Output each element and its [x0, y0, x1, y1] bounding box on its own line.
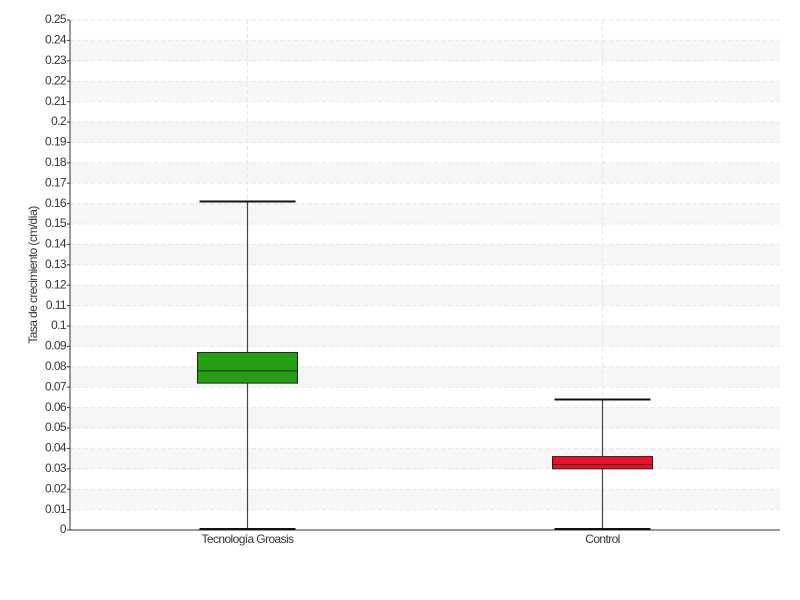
y-tick-label: 0.06 [45, 400, 67, 414]
y-tick-label: 0.09 [45, 339, 67, 353]
box [197, 352, 298, 384]
y-tick-label: 0.25 [45, 12, 67, 26]
y-tick-label: 0 [60, 522, 67, 536]
grid-band [70, 489, 780, 510]
y-tick-label: 0.08 [45, 359, 67, 373]
y-tick-label: 0.04 [45, 441, 67, 455]
y-tick-label: 0.02 [45, 481, 67, 495]
y-tick-label: 0.22 [45, 73, 67, 87]
y-tick-label: 0.18 [45, 155, 67, 169]
y-tick-label: 0.15 [45, 216, 67, 230]
grid-band [70, 81, 780, 102]
x-tick-label: Control [585, 532, 619, 546]
y-tick-label: 0.24 [45, 33, 67, 47]
y-tick-label: 0.2 [51, 114, 67, 128]
y-tick-label: 0.19 [45, 135, 67, 149]
y-tick-label: 0.1 [51, 318, 67, 332]
y-tick-label: 0.05 [45, 420, 67, 434]
grid-band [70, 244, 780, 265]
y-axis-label: Tasa de crecimiento (cm/día) [26, 206, 40, 344]
y-tick-label: 0.13 [45, 257, 67, 271]
grid-band [70, 366, 780, 388]
y-tick-label: 0.17 [45, 175, 67, 189]
y-tick-label: 0.21 [45, 94, 67, 108]
grid-band [70, 203, 780, 224]
box [552, 456, 653, 470]
y-tick-label: 0.01 [45, 502, 67, 516]
y-tick-label: 0.07 [45, 379, 67, 393]
y-tick-label: 0.12 [45, 277, 67, 291]
x-tick-label: Tecnología Groasis [202, 532, 295, 546]
y-tick-label: 0.03 [45, 461, 67, 475]
y-tick-label: 0.11 [46, 298, 67, 312]
grid-band [70, 285, 780, 306]
grid-band [70, 407, 780, 428]
y-tick-label: 0.14 [45, 237, 67, 251]
grid-band [70, 326, 780, 347]
grid-band [70, 122, 780, 143]
y-tick-label: 0.23 [45, 53, 67, 67]
grid-band [70, 162, 780, 184]
grid-band [70, 448, 780, 469]
grid-band [70, 40, 780, 61]
y-tick-label: 0.16 [45, 196, 67, 210]
